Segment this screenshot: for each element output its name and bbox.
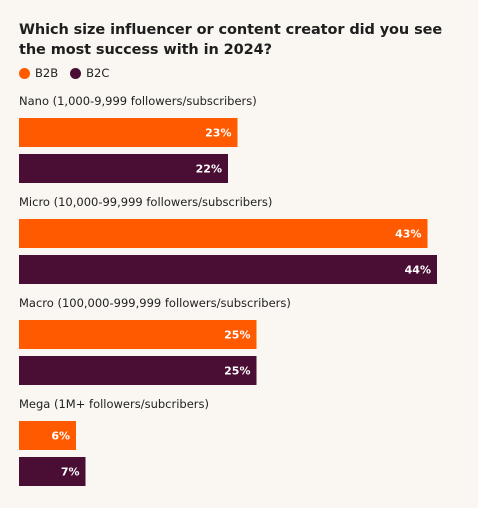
chart-title: Which size influencer or content creator…	[19, 22, 443, 58]
legend-item-b2c: B2C	[70, 66, 109, 80]
bar-value-nano-b2b: 23%	[205, 127, 231, 140]
bar-micro-b2c	[19, 255, 437, 284]
legend-label-b2b: B2B	[35, 66, 59, 80]
legend: B2B B2C	[19, 66, 121, 80]
bar-macro-b2b	[19, 320, 257, 349]
bar-value-mega-b2c: 7%	[61, 466, 80, 479]
bar-value-micro-b2b: 43%	[395, 228, 421, 241]
legend-swatch-b2c	[70, 67, 82, 79]
legend-swatch-b2b	[19, 67, 30, 79]
category-label-micro: Micro (10,000-99,999 followers/subscribe…	[19, 195, 272, 209]
category-label-macro: Macro (100,000-999,999 followers/subscri…	[19, 296, 291, 310]
legend-item-b2b: B2B	[19, 66, 58, 80]
bar-macro-b2c	[19, 356, 257, 385]
category-label-mega: Mega (1M+ followers/subcribers)	[19, 397, 209, 411]
category-label-nano: Nano (1,000-9,999 followers/subscribers)	[19, 94, 257, 108]
bar-nano-b2b	[19, 118, 238, 147]
bar-mega-b2b	[19, 421, 76, 450]
bar-mega-b2c	[19, 457, 86, 486]
bar-value-macro-b2b: 25%	[224, 329, 250, 342]
bar-value-micro-b2c: 44%	[405, 264, 431, 277]
bar-value-nano-b2c: 22%	[196, 163, 222, 176]
bar-micro-b2b	[19, 219, 428, 248]
legend-label-b2c: B2C	[86, 66, 110, 80]
bar-value-macro-b2c: 25%	[224, 365, 250, 378]
bar-nano-b2c	[19, 154, 228, 183]
bar-value-mega-b2b: 6%	[51, 430, 70, 443]
